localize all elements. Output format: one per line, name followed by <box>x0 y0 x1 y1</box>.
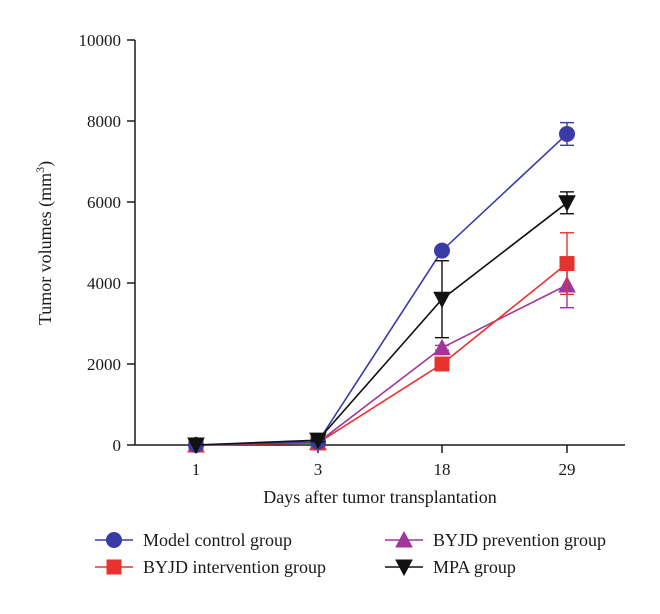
legend-marker <box>395 530 413 548</box>
y-axis-title-close: ) <box>35 161 56 167</box>
y-axis-title-main: Tumor volumes (mm <box>35 173 56 325</box>
series-line <box>195 133 568 446</box>
data-point <box>433 338 451 356</box>
legend-marker <box>106 559 122 575</box>
y-tick-label: 2000 <box>87 355 121 374</box>
legend-label: Model control group <box>143 530 292 550</box>
data-point <box>433 291 451 309</box>
legend-label: MPA group <box>433 557 516 577</box>
legend-item: Model control group <box>95 530 292 550</box>
data-point <box>559 125 575 142</box>
y-tick-label: 10000 <box>79 31 122 50</box>
x-axis-title: Days after tumor transplantation <box>263 487 496 507</box>
data-point <box>558 195 576 212</box>
data-point <box>187 437 205 455</box>
x-tick-label: 1 <box>192 460 201 479</box>
y-tick-label: 0 <box>113 436 122 455</box>
data-point <box>434 356 450 372</box>
legend-item: BYJD prevention group <box>385 530 606 550</box>
legend-label: BYJD intervention group <box>143 557 326 577</box>
axes <box>134 40 625 446</box>
series-byjd-prevention-group <box>187 261 576 453</box>
x-tick-label: 3 <box>314 460 323 479</box>
y-ticks: 0 2000 4000 6000 8000 10000 <box>79 31 135 455</box>
data-point <box>559 256 575 272</box>
legend-label: BYJD prevention group <box>433 530 606 550</box>
y-axis-title-superscript: 3 <box>33 167 47 173</box>
legend-marker <box>395 559 413 577</box>
series-line <box>195 262 568 446</box>
series-line <box>195 202 568 446</box>
legend-item: BYJD intervention group <box>95 557 326 577</box>
y-tick-label: 8000 <box>87 112 121 131</box>
y-axis-title: Tumor volumes (mm3) <box>33 161 56 325</box>
legend: Model control group BYJD intervention gro… <box>95 530 606 577</box>
x-ticks: 1 3 18 29 <box>192 445 576 479</box>
y-tick-label: 6000 <box>87 193 121 212</box>
legend-item: MPA group <box>385 557 516 577</box>
series-mpa-group <box>187 191 576 455</box>
data-point <box>434 242 450 259</box>
data-point <box>309 432 327 450</box>
x-tick-label: 29 <box>559 460 576 479</box>
series-byjd-intervention-group <box>188 232 575 453</box>
x-tick-label: 18 <box>434 460 451 479</box>
legend-marker <box>106 532 122 548</box>
data-series <box>187 121 576 455</box>
y-tick-label: 4000 <box>87 274 121 293</box>
